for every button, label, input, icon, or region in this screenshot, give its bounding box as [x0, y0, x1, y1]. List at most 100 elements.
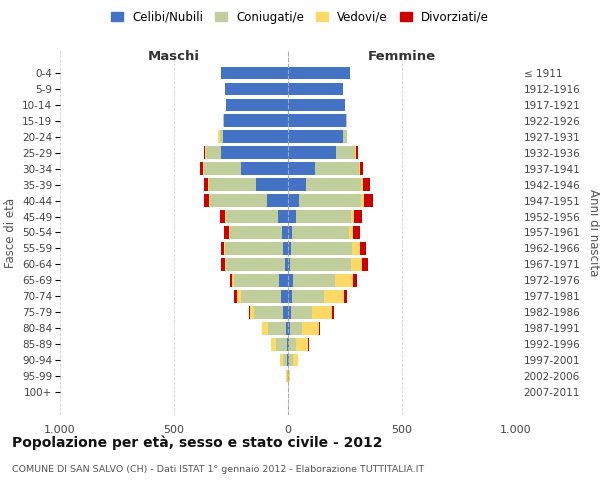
Bar	[221, 66, 288, 79]
Bar	[288, 162, 316, 175]
Legend: Celibi/Nubili, Coniugati/e, Vedovi/e, Divorziati/e: Celibi/Nubili, Coniugati/e, Vedovi/e, Di…	[106, 6, 494, 28]
Bar	[352, 242, 360, 254]
Bar	[336, 146, 355, 159]
Bar	[288, 82, 343, 95]
Bar	[271, 338, 276, 350]
Bar	[288, 130, 343, 143]
Bar	[209, 178, 256, 191]
Bar	[221, 146, 288, 159]
Bar	[288, 242, 291, 254]
Bar	[280, 354, 283, 366]
Bar	[286, 322, 288, 334]
Bar	[287, 354, 288, 366]
Bar	[332, 306, 334, 318]
Bar	[236, 290, 241, 302]
Y-axis label: Fasce di età: Fasce di età	[4, 198, 17, 268]
Bar	[289, 370, 290, 382]
Bar	[288, 194, 299, 207]
Bar	[363, 178, 370, 191]
Bar	[288, 258, 290, 270]
Text: Femmine: Femmine	[368, 50, 436, 63]
Bar	[224, 226, 229, 238]
Bar	[288, 210, 296, 223]
Bar	[226, 210, 278, 223]
Bar	[283, 354, 287, 366]
Bar	[203, 178, 208, 191]
Bar	[353, 226, 359, 238]
Bar	[221, 258, 226, 270]
Bar	[288, 306, 291, 318]
Bar	[223, 130, 288, 143]
Bar	[302, 322, 319, 334]
Bar	[224, 114, 288, 127]
Bar	[354, 210, 362, 223]
Bar	[288, 66, 350, 79]
Bar	[206, 146, 221, 159]
Bar	[289, 338, 296, 350]
Text: Popolazione per età, sesso e stato civile - 2012: Popolazione per età, sesso e stato civil…	[12, 435, 383, 450]
Bar	[203, 194, 209, 207]
Bar	[288, 178, 306, 191]
Bar	[290, 322, 302, 334]
Bar	[208, 178, 209, 191]
Bar	[291, 242, 352, 254]
Bar	[220, 210, 226, 223]
Bar	[226, 258, 284, 270]
Bar	[296, 210, 351, 223]
Bar	[289, 354, 293, 366]
Bar	[232, 274, 235, 286]
Bar	[288, 338, 289, 350]
Bar	[241, 162, 288, 175]
Y-axis label: Anni di nascita: Anni di nascita	[587, 189, 600, 276]
Bar	[256, 178, 288, 191]
Bar	[211, 194, 268, 207]
Bar	[288, 290, 292, 302]
Bar	[288, 114, 346, 127]
Bar	[346, 114, 347, 127]
Bar	[288, 98, 345, 111]
Bar	[226, 242, 283, 254]
Bar	[287, 338, 288, 350]
Bar	[291, 306, 313, 318]
Bar	[288, 226, 292, 238]
Bar	[288, 322, 290, 334]
Bar	[279, 274, 288, 286]
Bar	[290, 258, 350, 270]
Bar	[350, 258, 362, 270]
Bar	[324, 290, 344, 302]
Bar	[250, 306, 254, 318]
Bar	[283, 226, 288, 238]
Text: COMUNE DI SAN SALVO (CH) - Dati ISTAT 1° gennaio 2012 - Elaborazione TUTTITALIA.: COMUNE DI SAN SALVO (CH) - Dati ISTAT 1°…	[12, 465, 424, 474]
Text: Maschi: Maschi	[148, 50, 200, 63]
Bar	[350, 210, 354, 223]
Bar	[306, 178, 361, 191]
Bar	[283, 242, 288, 254]
Bar	[235, 274, 279, 286]
Bar	[293, 354, 298, 366]
Bar	[220, 130, 223, 143]
Bar	[262, 322, 268, 334]
Bar	[335, 274, 353, 286]
Bar	[203, 162, 241, 175]
Bar	[288, 354, 289, 366]
Bar	[353, 274, 356, 286]
Bar	[360, 242, 366, 254]
Bar	[360, 162, 364, 175]
Bar	[292, 290, 324, 302]
Bar	[319, 322, 320, 334]
Bar	[221, 242, 224, 254]
Bar	[230, 274, 232, 286]
Bar	[313, 306, 332, 318]
Bar	[276, 338, 287, 350]
Bar	[218, 130, 220, 143]
Bar	[235, 290, 236, 302]
Bar	[226, 98, 288, 111]
Bar	[362, 258, 368, 270]
Bar	[316, 162, 359, 175]
Bar	[229, 226, 230, 238]
Bar	[224, 242, 226, 254]
Bar	[343, 130, 347, 143]
Bar	[248, 306, 250, 318]
Bar	[223, 114, 224, 127]
Bar	[283, 306, 288, 318]
